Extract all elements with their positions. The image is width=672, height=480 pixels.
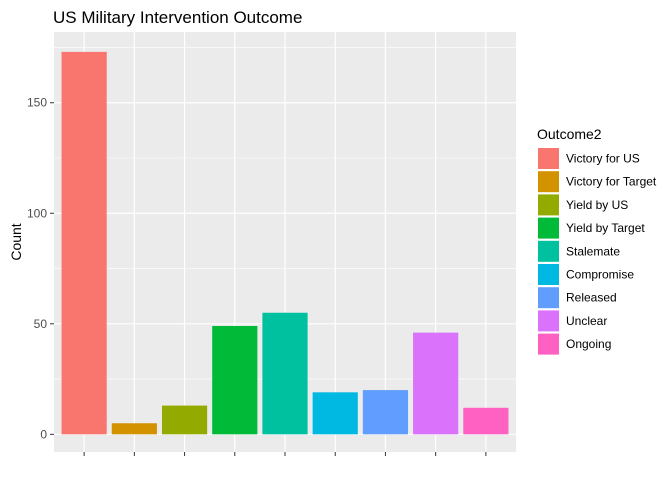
- legend-label: Yield by US: [566, 198, 628, 212]
- legend-key: [538, 287, 559, 309]
- bar-yield-by-target: [212, 326, 258, 435]
- legend-title: Outcome2: [537, 126, 602, 142]
- legend-label: Ongoing: [566, 337, 611, 351]
- bar-ongoing: [463, 407, 509, 435]
- legend-key: [538, 171, 559, 193]
- legend-label: Stalemate: [566, 244, 620, 258]
- bar-victory-for-target: [111, 423, 157, 435]
- legend-key: [538, 217, 559, 239]
- chart-title: US Military Intervention Outcome: [53, 8, 302, 27]
- bar-released: [362, 390, 409, 435]
- legend-label: Yield by Target: [566, 221, 645, 235]
- bars: [61, 51, 509, 435]
- legend: Victory for US Victory for Target Yield by…: [538, 148, 657, 355]
- y-axis: 0 50 100 150: [27, 96, 487, 456]
- y-axis-title: Count: [8, 223, 24, 260]
- bar-stalemate: [262, 312, 308, 435]
- y-tick-label: 50: [34, 317, 48, 331]
- legend-key: [538, 310, 559, 332]
- legend-label: Released: [566, 291, 617, 305]
- legend-key: [538, 264, 559, 285]
- legend-key: [538, 333, 559, 355]
- bar-compromise: [312, 392, 358, 435]
- bar-victory-for-us: [61, 51, 107, 435]
- legend-label: Victory for US: [566, 152, 640, 166]
- legend-label: Victory for Target: [566, 175, 657, 189]
- legend-key: [538, 194, 559, 216]
- y-tick-label: 150: [27, 96, 47, 110]
- bar-yield-by-us: [161, 405, 208, 435]
- y-tick-label: 100: [27, 206, 47, 220]
- legend-key: [538, 240, 559, 262]
- legend-key: [538, 148, 559, 169]
- legend-label: Unclear: [566, 314, 607, 328]
- y-tick-label: 0: [40, 427, 47, 441]
- bar-unclear: [413, 332, 459, 435]
- legend-label: Compromise: [566, 268, 634, 282]
